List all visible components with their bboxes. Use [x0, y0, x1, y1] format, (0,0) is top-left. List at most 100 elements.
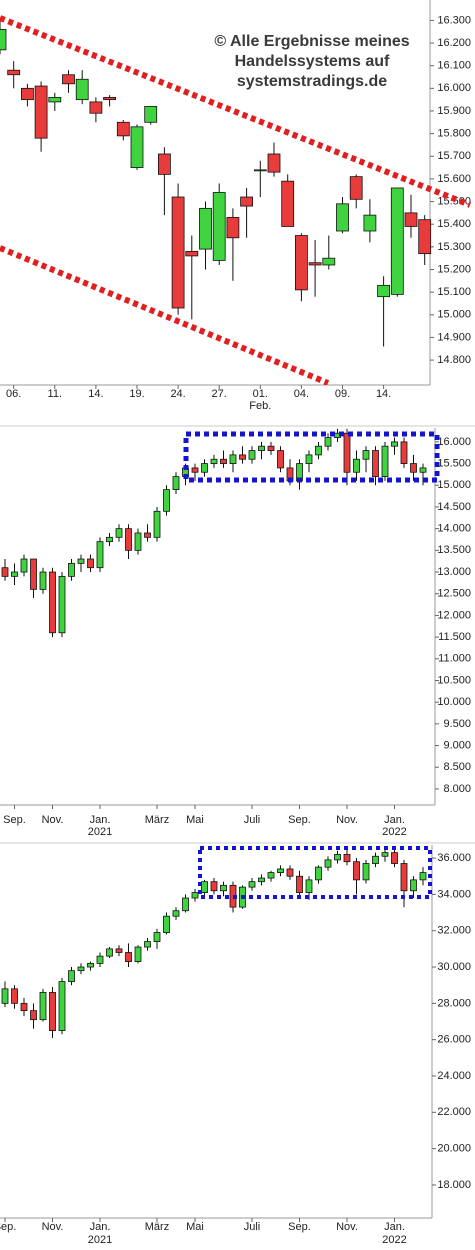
y-tick-label: 24.000	[437, 1070, 471, 1082]
y-tick-label: 14.900	[437, 331, 471, 343]
candle-body	[106, 536, 113, 543]
candle-body	[11, 571, 18, 577]
candle-body	[404, 212, 418, 227]
candle-body	[115, 948, 123, 953]
x-sub-label: Feb.	[249, 400, 271, 412]
candle-body	[201, 463, 208, 473]
candle-body	[1, 567, 9, 577]
candle-body	[125, 528, 132, 551]
candle-body	[68, 970, 75, 982]
x-tick-label: 24.	[170, 388, 185, 400]
y-tick-label: 34.000	[437, 888, 471, 900]
candle-body	[363, 214, 377, 232]
candle-body	[334, 854, 341, 861]
x-tick-label: Nov.	[336, 1221, 358, 1233]
candle-body	[324, 859, 332, 868]
candle-body	[171, 196, 185, 309]
y-tick-label: 15.000	[437, 309, 471, 321]
candle-body	[226, 217, 240, 239]
trendline	[0, 15, 472, 208]
candle-body	[381, 852, 389, 857]
y-tick-label: 12.500	[437, 588, 471, 600]
candle-body	[87, 963, 94, 968]
candle-body	[229, 454, 237, 464]
y-tick-label: 8.000	[443, 783, 471, 795]
x-sub-label: 2021	[88, 826, 112, 838]
y-tick-label: 15.600	[437, 173, 471, 185]
candle-body	[30, 558, 37, 590]
y-tick-label: 15.700	[437, 150, 471, 162]
y-tick-label: 28.000	[437, 997, 471, 1009]
candle-body	[7, 69, 21, 76]
candle-body	[410, 879, 417, 892]
candle-body	[220, 884, 227, 892]
x-tick-label: Mai	[186, 1221, 204, 1233]
y-tick-label: 15.400	[437, 218, 471, 230]
candle-body	[239, 454, 246, 460]
candle-body	[68, 562, 75, 577]
plot-layer: 14.800 14.900 15.000 15.100 15.200 15.300 15.4…	[0, 14, 471, 1246]
candle-body	[391, 852, 398, 864]
candle-body	[308, 262, 322, 266]
y-tick-label: 8.500	[443, 761, 471, 773]
x-tick-label: 27.	[212, 388, 227, 400]
y-tick-label: 9.500	[443, 718, 471, 730]
y-tick-label: 16.000	[437, 82, 471, 94]
candle-body	[315, 445, 322, 456]
candle-body	[281, 180, 295, 227]
x-tick-label: Juli	[244, 814, 261, 826]
candle-body	[267, 445, 275, 451]
candle-body	[305, 879, 313, 893]
x-tick-label: Sep.	[288, 814, 311, 826]
candle-body	[391, 441, 398, 447]
candle-body	[11, 988, 18, 1004]
candle-body	[353, 861, 360, 881]
y-tick-label: 14.500	[437, 501, 471, 513]
y-tick-label: 13.500	[437, 544, 471, 556]
y-tick-label: 14.800	[437, 354, 471, 366]
candle-body	[130, 126, 144, 168]
y-tick-label: 13.000	[437, 566, 471, 578]
candle-body	[30, 1010, 37, 1021]
watermark: © Alle Ergebnisse meines	[214, 33, 409, 50]
candle-body	[240, 196, 254, 207]
watermark: systemstradings.de	[237, 73, 387, 90]
x-tick-label: März	[145, 1221, 169, 1233]
candle-body	[20, 87, 34, 101]
candle-body	[212, 192, 226, 261]
y-tick-label: 16.200	[437, 37, 471, 49]
candle-body	[20, 1002, 28, 1012]
candle-body	[172, 910, 180, 917]
candle-body	[296, 875, 303, 893]
candle-body	[49, 992, 56, 1031]
candle-body	[163, 489, 170, 512]
candle-body	[343, 432, 351, 473]
candle-body	[343, 854, 351, 863]
candle-body	[75, 78, 89, 101]
x-tick-label: 01.	[253, 388, 268, 400]
watermark: Handelssystems auf	[235, 53, 390, 70]
y-tick-label: 10.500	[437, 674, 471, 686]
candle-body	[324, 437, 332, 447]
candle-body	[294, 235, 308, 291]
candle-body	[253, 169, 267, 172]
candle-body	[125, 952, 132, 962]
candle-body	[191, 467, 199, 473]
candle-body	[144, 532, 151, 538]
x-tick-label: 04.	[294, 388, 309, 400]
candle-body	[153, 932, 161, 943]
candle-body	[210, 458, 218, 464]
x-tick-label: Juli	[244, 1221, 261, 1233]
y-tick-label: 36.000	[437, 852, 471, 864]
candle-body	[248, 450, 256, 460]
x-tick-label: Nov.	[42, 814, 64, 826]
x-tick-label: 06.	[6, 388, 21, 400]
candle-body	[134, 532, 142, 551]
candle-body	[48, 96, 62, 103]
y-tick-label: 15.200	[437, 263, 471, 275]
y-tick-label: 9.000	[443, 739, 471, 751]
candle-body	[315, 866, 322, 881]
x-tick-label: 11.	[48, 388, 62, 400]
candle-body	[0, 29, 7, 51]
